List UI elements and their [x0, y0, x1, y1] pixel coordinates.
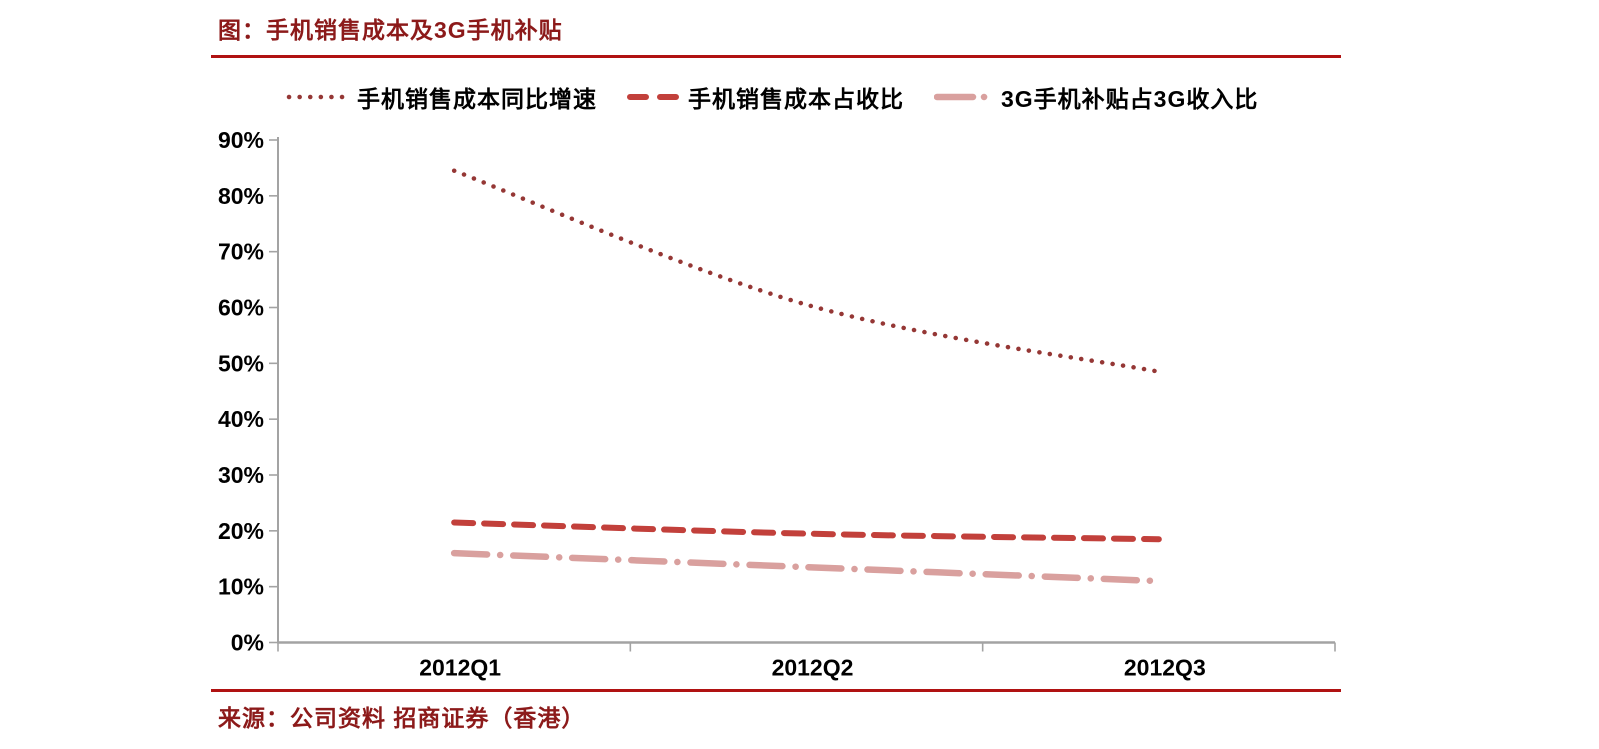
- series-line-dash-dot: [450, 549, 1163, 585]
- title-divider: [211, 55, 1341, 58]
- series-line-dotted: [451, 168, 1162, 374]
- y-axis-label: 60%: [218, 295, 264, 321]
- y-axis-label: 50%: [218, 350, 264, 376]
- legend: 手机销售成本同比增速 手机销售成本占收比 3G手机补贴占3G收入比: [286, 80, 1258, 114]
- legend-item-2: 手机销售成本占收比: [627, 80, 904, 114]
- legend-marker-dash-dot-icon: [934, 93, 992, 101]
- y-axis-label: 20%: [218, 518, 264, 544]
- x-axis-label: 2012Q2: [772, 655, 854, 681]
- y-axis-label: 40%: [218, 406, 264, 432]
- legend-label: 手机销售成本占收比: [688, 86, 904, 112]
- series-line-dashed: [451, 519, 1162, 543]
- x-axis-label: 2012Q3: [1124, 655, 1206, 681]
- y-axis-label: 0%: [231, 630, 264, 656]
- legend-item-1: 手机销售成本同比增速: [286, 80, 597, 114]
- legend-item-3: 3G手机补贴占3G收入比: [934, 80, 1258, 114]
- figure-title: 图：手机销售成本及3G手机补贴: [218, 17, 563, 43]
- legend-label: 3G手机补贴占3G收入比: [1001, 86, 1259, 112]
- legend-marker-dashed-icon: [627, 94, 679, 100]
- y-axis-label: 70%: [218, 239, 264, 265]
- y-axis-label: 80%: [218, 183, 264, 209]
- y-axis-label: 30%: [218, 462, 264, 488]
- y-axis-label: 90%: [218, 127, 264, 153]
- legend-label: 手机销售成本同比增速: [357, 86, 597, 112]
- footer-divider: [211, 689, 1341, 692]
- source-note: 来源：公司资料 招商证券（香港）: [218, 705, 586, 731]
- chart-plot: 0% 10% 20% 30% 40% 50% 60% 70% 80% 90% 2012Q1 2012Q…: [218, 127, 1336, 681]
- y-axis-label: 10%: [218, 574, 264, 600]
- legend-marker-dotted-icon: [286, 94, 348, 100]
- x-axis-label: 2012Q1: [419, 655, 501, 681]
